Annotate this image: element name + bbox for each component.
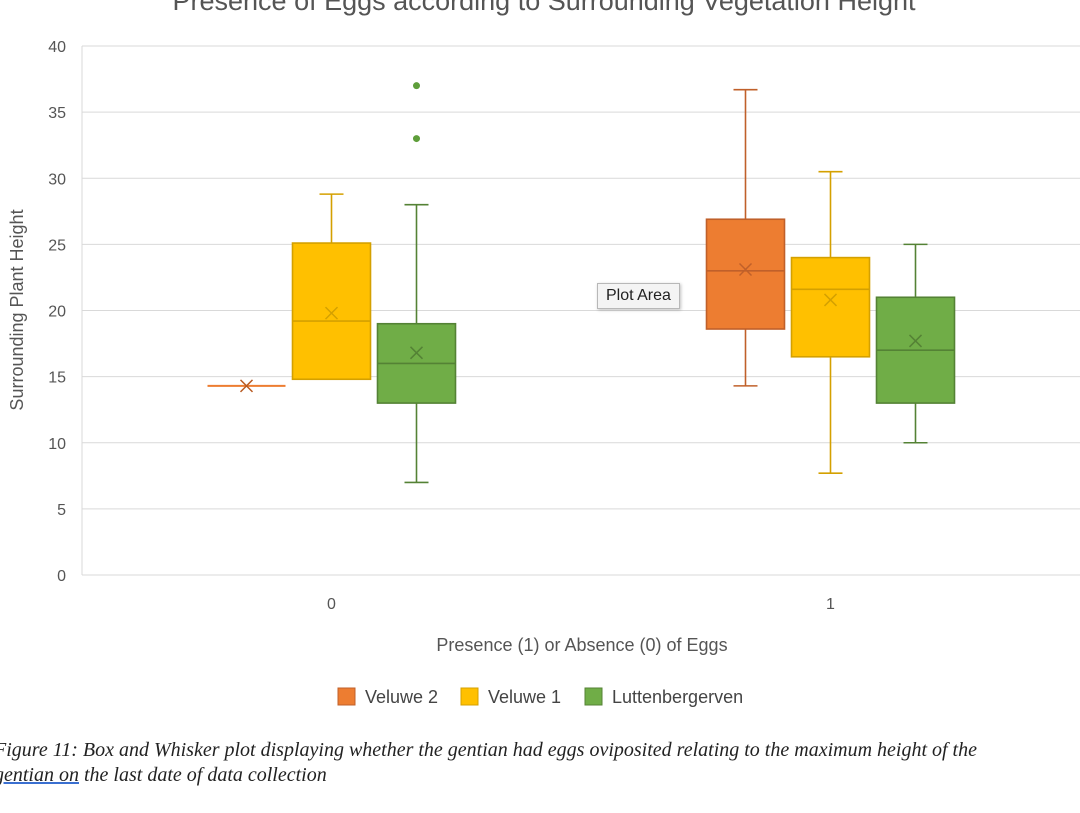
mean-marker (324, 306, 339, 320)
outlier-point (413, 135, 420, 143)
mean-marker (738, 262, 753, 277)
box-plots (207, 82, 956, 484)
box-plot-veluwe-1-cat-0 (291, 193, 372, 381)
y-tick-label: 40 (48, 39, 66, 56)
box-iqr (705, 218, 786, 330)
y-tick-label: 25 (48, 237, 66, 254)
gridlines (81, 45, 1080, 576)
legend: Veluwe 2 Veluwe 1 Luttenbergerven (337, 687, 743, 707)
legend-label: Veluwe 1 (488, 687, 561, 707)
plot-area-tooltip: Plot Area (597, 283, 680, 309)
box-plot-luttenbergerven-cat-1 (875, 243, 956, 444)
outlier-point (413, 82, 420, 90)
caption-underlined-text: gentian on (0, 764, 79, 786)
legend-label: Luttenbergerven (612, 687, 743, 707)
x-axis-title: Presence (1) or Absence (0) of Eggs (436, 635, 727, 655)
figure-caption: Figure 11: Box and Whisker plot displayi… (0, 738, 1080, 788)
legend-label: Veluwe 2 (365, 687, 438, 707)
mean-marker (823, 293, 838, 307)
legend-item: Luttenbergerven (584, 687, 743, 707)
box-plot-luttenbergerven-cat-0 (376, 82, 457, 484)
caption-rest-text: the last date of data collection (79, 764, 327, 786)
x-tick-label: 0 (327, 596, 336, 613)
y-tick-label: 5 (57, 502, 66, 519)
y-tick-label: 30 (48, 171, 66, 188)
box-plot-veluwe-2-cat-1 (705, 88, 786, 387)
box-plot-veluwe-1-cat-1 (790, 170, 871, 474)
mean-marker (409, 346, 424, 360)
legend-item: Veluwe 1 (460, 687, 561, 707)
caption-line-2: gentian on the last date of data collect… (0, 763, 1080, 788)
legend-swatch (337, 687, 356, 706)
box-plot-veluwe-2-cat-0 (207, 379, 286, 393)
y-tick-label: 10 (48, 436, 66, 453)
y-tick-label: 15 (48, 370, 66, 387)
caption-line-1: Figure 11: Box and Whisker plot displayi… (0, 739, 977, 761)
legend-swatch (584, 687, 603, 706)
y-axis-ticks: 0 5 10 15 20 25 30 35 40 (48, 39, 66, 585)
box-iqr (790, 256, 871, 358)
mean-marker (239, 379, 254, 393)
y-axis-title: Surrounding Plant Height (7, 209, 27, 410)
box-iqr (291, 242, 372, 381)
box-whisker-chart: Presence of Eggs according to Surroundin… (7, 0, 1080, 707)
y-tick-label: 35 (48, 105, 66, 122)
y-tick-label: 20 (48, 304, 66, 321)
legend-item: Veluwe 2 (337, 687, 438, 707)
y-tick-label: 0 (57, 568, 66, 585)
chart-title: Presence of Eggs according to Surroundin… (173, 0, 916, 16)
x-tick-label: 1 (826, 596, 835, 613)
legend-swatch (460, 687, 479, 706)
mean-marker (908, 334, 923, 348)
